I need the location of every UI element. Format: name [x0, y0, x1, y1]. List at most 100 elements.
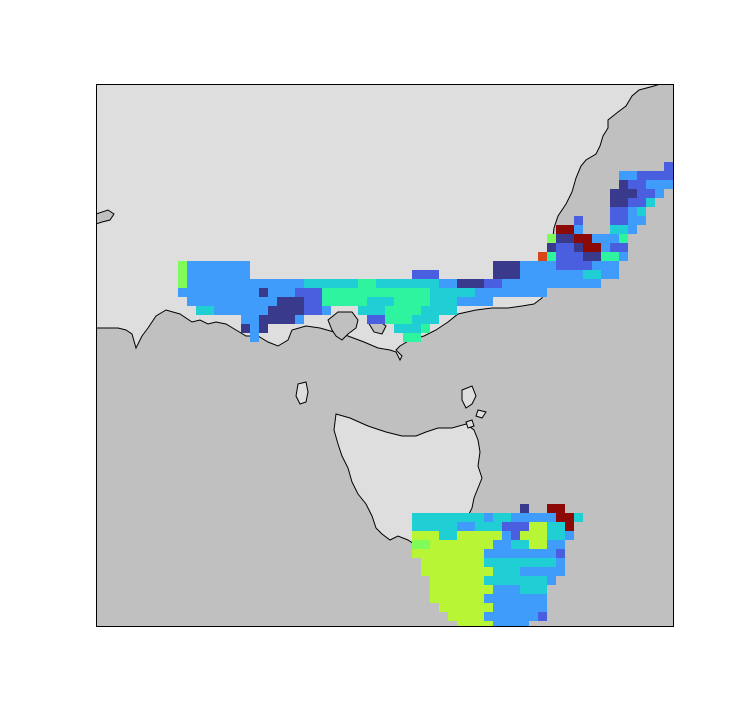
- grid-cell: [484, 612, 511, 621]
- grid-cell: [529, 522, 547, 531]
- grid-cell: [376, 279, 439, 288]
- grid-cell: [547, 234, 556, 243]
- grid-cell: [511, 531, 520, 540]
- grid-cell: [574, 225, 583, 234]
- grid-cell: [637, 171, 673, 180]
- grid-cell: [628, 180, 646, 189]
- west-gulf: [96, 209, 115, 225]
- grid-cell: [457, 522, 475, 531]
- grid-cell: [412, 270, 439, 279]
- grid-cell: [421, 306, 457, 315]
- grid-cell: [655, 189, 664, 198]
- grid-cell: [493, 522, 502, 531]
- grid-cell: [421, 558, 457, 567]
- grid-cell: [583, 270, 601, 279]
- grid-cell: [358, 306, 385, 315]
- port-phillip-bay: [327, 311, 359, 341]
- grid-cell: [520, 531, 547, 540]
- islet: [475, 409, 487, 419]
- grid-cell: [268, 288, 295, 297]
- grid-cell: [610, 216, 628, 225]
- grid-cell: [583, 252, 601, 261]
- grid-cell: [511, 594, 547, 603]
- grid-cell: [295, 315, 304, 324]
- grid-cell: [556, 549, 565, 558]
- map-area: [96, 84, 674, 627]
- grid-cell: [376, 288, 403, 297]
- grid-cell: [547, 504, 565, 513]
- grid-cell: [394, 297, 430, 306]
- grid-cell: [556, 243, 574, 252]
- grid-cell: [493, 567, 520, 576]
- grid-cell: [583, 243, 601, 252]
- grid-cell: [610, 198, 628, 207]
- grid-cell: [547, 531, 565, 540]
- grid-cell: [664, 162, 673, 171]
- grid-cell: [511, 621, 529, 627]
- grid-cell: [502, 531, 511, 540]
- grid-cell: [277, 297, 304, 306]
- grid-cell: [511, 513, 520, 522]
- grid-cell: [430, 297, 457, 306]
- grid-cell: [556, 252, 583, 261]
- grid-cell: [493, 585, 520, 594]
- grid-cell: [412, 531, 439, 540]
- grid-cell: [457, 585, 493, 594]
- grid-cell: [574, 234, 592, 243]
- grid-cell: [259, 288, 268, 297]
- grid-cell: [538, 612, 547, 621]
- grid-cell: [412, 549, 475, 558]
- grid-cell: [412, 513, 421, 522]
- flinders-island: [461, 385, 477, 409]
- grid-cell: [493, 621, 511, 627]
- grid-cell: [538, 252, 547, 261]
- grid-cell: [520, 567, 547, 576]
- grid-cell: [178, 288, 259, 297]
- grid-cell: [304, 306, 322, 315]
- grid-cell: [565, 270, 583, 279]
- grid-cell: [430, 585, 457, 594]
- grid-cell: [520, 513, 556, 522]
- grid-cell: [475, 522, 493, 531]
- grid-cell: [610, 207, 628, 216]
- grid-cell: [547, 576, 556, 585]
- grid-cell: [448, 594, 484, 603]
- grid-cell: [502, 522, 529, 531]
- grid-cell: [601, 234, 619, 243]
- grid-cell: [529, 558, 556, 567]
- grid-cell: [484, 279, 502, 288]
- grid-cell: [592, 234, 601, 243]
- grid-cell: [178, 279, 187, 288]
- grid-cell: [322, 306, 331, 315]
- grid-cell: [619, 234, 628, 243]
- grid-cell: [421, 513, 484, 522]
- grid-cell: [484, 576, 520, 585]
- grid-cell: [241, 315, 259, 324]
- grid-cell: [601, 243, 610, 252]
- grid-cell: [250, 333, 259, 342]
- grid-cell: [187, 270, 250, 279]
- map-svg: [96, 84, 674, 627]
- grid-cell: [457, 621, 493, 627]
- grid-cell: [322, 288, 376, 297]
- grid-cell: [214, 306, 268, 315]
- grid-cell: [565, 531, 574, 540]
- grid-cell: [385, 306, 421, 315]
- grid-cell: [547, 540, 565, 549]
- grid-cell: [547, 243, 556, 252]
- grid-cell: [493, 513, 511, 522]
- grid-cell: [457, 531, 502, 540]
- grid-cell: [178, 270, 187, 279]
- grid-cell: [529, 603, 547, 612]
- king-island: [295, 381, 309, 405]
- grid-cell: [259, 324, 268, 333]
- grid-cell: [421, 567, 457, 576]
- grid-cell: [502, 549, 529, 558]
- grid-cell: [178, 261, 187, 270]
- data-grid: [178, 162, 673, 627]
- grid-cell: [493, 270, 520, 279]
- grid-cell: [475, 288, 502, 297]
- grid-cell: [304, 279, 358, 288]
- grid-cell: [628, 207, 637, 216]
- grid-cell: [520, 270, 565, 279]
